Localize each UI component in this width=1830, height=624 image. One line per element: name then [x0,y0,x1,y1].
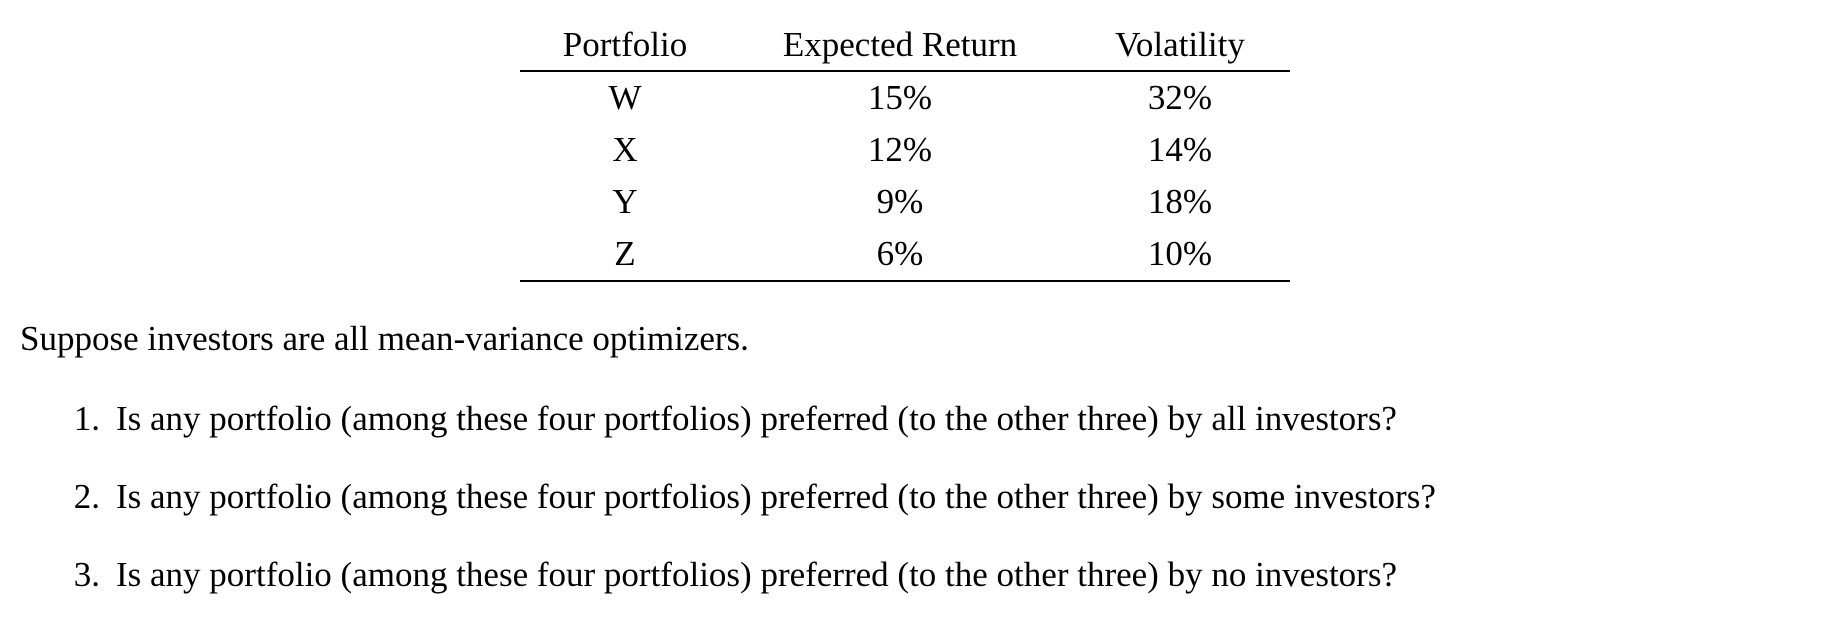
cell-expected-return: 9% [876,182,924,221]
portfolio-table: Portfolio Expected Return Volatility W 1… [520,20,1290,282]
question-text: Is any portfolio (among these four portf… [116,399,1397,438]
cell-expected-return: 6% [730,228,1070,282]
header-portfolio: Portfolio [520,20,730,72]
question-list: 1. Is any portfolio (among these four po… [0,398,1830,596]
question-item-3: 3. Is any portfolio (among these four po… [0,554,1830,596]
cell-portfolio: Y [612,182,638,221]
cell-volatility: 10% [1070,228,1290,282]
cell-portfolio: X [612,130,638,169]
header-expected-return: Expected Return [730,20,1070,72]
question-number: 3. [73,555,100,594]
header-volatility: Volatility [1070,20,1290,72]
question-number: 2. [73,477,100,516]
table-header-row: Portfolio Expected Return Volatility [520,20,1290,72]
question-number: 1. [73,399,100,438]
cell-volatility: 18% [1147,182,1213,221]
question-item-2: 2. Is any portfolio (among these four po… [0,476,1830,518]
cell-portfolio: Z [520,228,730,282]
cell-volatility: 14% [1147,130,1213,169]
cell-portfolio: W [608,78,642,117]
table-row: W 15% 32% [520,71,1290,124]
cell-volatility: 32% [1147,78,1213,117]
question-text: Is any portfolio (among these four portf… [116,555,1397,594]
table-row: Z 6% 10% [520,228,1290,282]
cell-expected-return: 15% [867,78,933,117]
intro-sentence: Suppose investors are all mean-variance … [20,319,749,358]
question-item-1: 1. Is any portfolio (among these four po… [0,398,1830,440]
table-row: Y 9% 18% [520,176,1290,228]
table-row: X 12% 14% [520,124,1290,176]
cell-expected-return: 12% [867,130,933,169]
question-text: Is any portfolio (among these four portf… [116,477,1436,516]
